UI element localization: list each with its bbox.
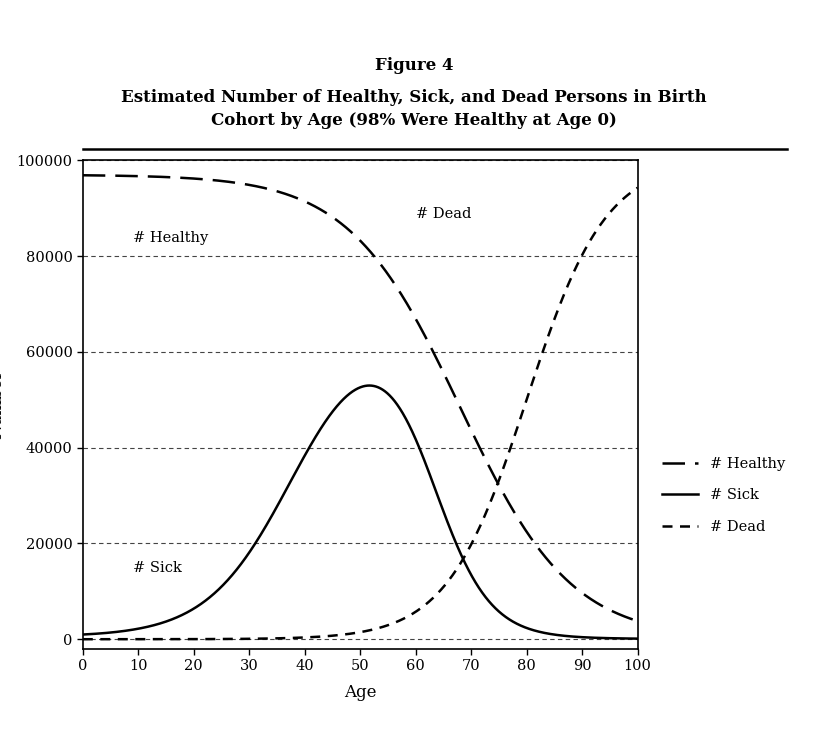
Text: Estimated Number of Healthy, Sick, and Dead Persons in Birth
Cohort by Age (98% : Estimated Number of Healthy, Sick, and D… — [121, 90, 706, 129]
X-axis label: Age: Age — [343, 685, 376, 701]
Text: # Dead: # Dead — [415, 207, 471, 221]
Text: # Healthy: # Healthy — [132, 231, 208, 245]
Legend: # Healthy, # Sick, # Dead: # Healthy, # Sick, # Dead — [655, 451, 790, 539]
Text: Figure 4: Figure 4 — [375, 57, 452, 74]
Text: # Sick: # Sick — [132, 561, 181, 575]
Y-axis label: Number: Number — [0, 370, 5, 440]
